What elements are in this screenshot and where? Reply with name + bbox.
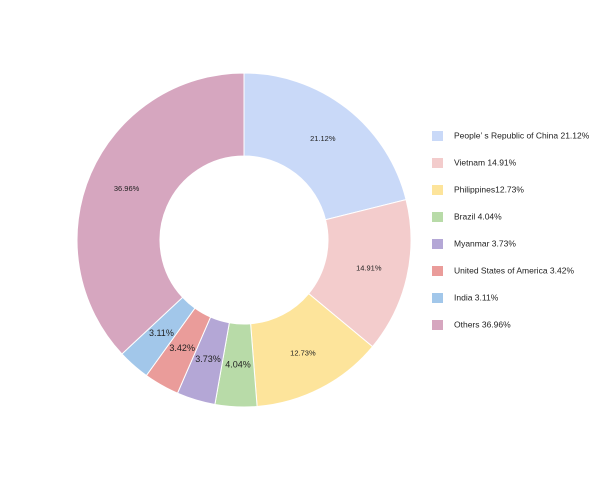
legend-label: Others 36.96% bbox=[454, 319, 511, 329]
legend-swatch bbox=[432, 185, 443, 195]
legend-label: India 3.11% bbox=[454, 292, 499, 302]
slice-label-myanmar: 3.73% bbox=[195, 354, 221, 364]
legend-item-philippines: Philippines12.73% bbox=[432, 184, 524, 195]
legend-item-india: India 3.11% bbox=[432, 292, 499, 303]
legend-label: People’ s Republic of China 21.12% bbox=[454, 130, 590, 140]
legend-item-others: Others 36.96% bbox=[432, 319, 511, 330]
slice-label-india: 3.11% bbox=[149, 328, 174, 338]
slice-label-vietnam: 14.91% bbox=[356, 263, 382, 272]
slice-others bbox=[76, 72, 245, 355]
slice-label-people-s-republic-of-china: 21.12% bbox=[310, 134, 336, 143]
legend-label: Philippines12.73% bbox=[454, 184, 524, 194]
legend-label: Vietnam 14.91% bbox=[454, 157, 517, 167]
donut-slices bbox=[76, 72, 412, 408]
slice-label-united-states-of-america: 3.42% bbox=[169, 343, 195, 353]
slice-label-philippines: 12.73% bbox=[290, 349, 316, 358]
legend-label: Myanmar 3.73% bbox=[454, 238, 516, 248]
legend-swatch bbox=[432, 212, 443, 222]
legend-swatch bbox=[432, 158, 443, 168]
legend-item-brazil: Brazil 4.04% bbox=[432, 211, 502, 222]
legend-swatch bbox=[432, 131, 443, 141]
legend-swatch bbox=[432, 239, 443, 249]
legend-item-vietnam: Vietnam 14.91% bbox=[432, 157, 517, 168]
legend-swatch bbox=[432, 293, 443, 303]
legend-item-myanmar: Myanmar 3.73% bbox=[432, 238, 516, 249]
slice-label-others: 36.96% bbox=[114, 184, 140, 193]
legend-swatch bbox=[432, 320, 443, 330]
legend-item-people-s-republic-of-china: People’ s Republic of China 21.12% bbox=[432, 130, 590, 141]
legend-label: United States of America 3.42% bbox=[454, 265, 574, 275]
slice-labels: 21.12% 14.91% 12.73% 4.04% 3.73%3.42% 3.11% 36… bbox=[114, 134, 382, 369]
slice-label-brazil: 4.04% bbox=[225, 359, 251, 369]
legend-label: Brazil 4.04% bbox=[454, 211, 502, 221]
chart-legend: People’ s Republic of China 21.12% Vietna… bbox=[432, 130, 590, 330]
legend-item-united-states-of-america: United States of America 3.42% bbox=[432, 265, 574, 276]
legend-swatch bbox=[432, 266, 443, 276]
slice-people-s-republic-of-china bbox=[243, 72, 407, 221]
